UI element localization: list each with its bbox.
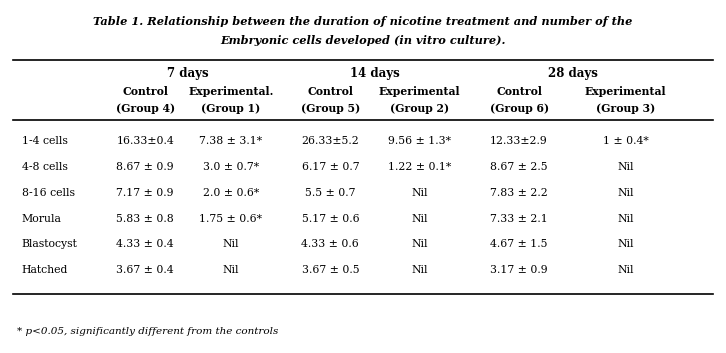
Text: (Group 3): (Group 3)	[596, 103, 656, 114]
Text: 7.33 ± 2.1: 7.33 ± 2.1	[490, 214, 548, 223]
Text: (Group 4): (Group 4)	[115, 103, 175, 114]
Text: 7.17 ± 0.9: 7.17 ± 0.9	[116, 188, 174, 198]
Text: 14 days: 14 days	[350, 67, 400, 79]
Text: 6.17 ± 0.7: 6.17 ± 0.7	[301, 162, 359, 172]
Text: 3.17 ± 0.9: 3.17 ± 0.9	[490, 265, 548, 275]
Text: Experimental: Experimental	[585, 86, 666, 97]
Text: 5.5 ± 0.7: 5.5 ± 0.7	[305, 188, 356, 198]
Text: 8.67 ± 2.5: 8.67 ± 2.5	[490, 162, 548, 172]
Text: 28 days: 28 days	[547, 67, 597, 79]
Text: 26.33±5.2: 26.33±5.2	[301, 136, 359, 146]
Text: 4-8 cells: 4-8 cells	[22, 162, 68, 172]
Text: Morula: Morula	[22, 214, 62, 223]
Text: 9.56 ± 1.3*: 9.56 ± 1.3*	[388, 136, 451, 146]
Text: 1-4 cells: 1-4 cells	[22, 136, 68, 146]
Text: 7.83 ± 2.2: 7.83 ± 2.2	[490, 188, 548, 198]
Text: 1.22 ± 0.1*: 1.22 ± 0.1*	[388, 162, 452, 172]
Text: Blastocyst: Blastocyst	[22, 239, 78, 249]
Text: Experimental: Experimental	[379, 86, 460, 97]
Text: Nil: Nil	[223, 265, 239, 275]
Text: 7.38 ± 3.1*: 7.38 ± 3.1*	[200, 136, 262, 146]
Text: Table 1. Relationship between the duration of nicotine treatment and number of t: Table 1. Relationship between the durati…	[94, 16, 632, 27]
Text: 7 days: 7 days	[167, 67, 209, 79]
Text: Nil: Nil	[412, 188, 428, 198]
Text: Control: Control	[307, 86, 354, 97]
Text: 8-16 cells: 8-16 cells	[22, 188, 75, 198]
Text: Nil: Nil	[223, 239, 239, 249]
Text: Embryonic cells developed (in vitro culture).: Embryonic cells developed (in vitro cult…	[220, 35, 506, 46]
Text: 3.0 ± 0.7*: 3.0 ± 0.7*	[203, 162, 259, 172]
Text: Hatched: Hatched	[22, 265, 68, 275]
Text: Control: Control	[122, 86, 168, 97]
Text: 5.17 ± 0.6: 5.17 ± 0.6	[301, 214, 359, 223]
Text: Nil: Nil	[412, 265, 428, 275]
Text: Nil: Nil	[618, 239, 634, 249]
Text: Nil: Nil	[412, 214, 428, 223]
Text: (Group 6): (Group 6)	[489, 103, 549, 114]
Text: Nil: Nil	[618, 214, 634, 223]
Text: (Group 5): (Group 5)	[301, 103, 360, 114]
Text: 16.33±0.4: 16.33±0.4	[116, 136, 174, 146]
Text: Nil: Nil	[412, 239, 428, 249]
Text: 1.75 ± 0.6*: 1.75 ± 0.6*	[200, 214, 262, 223]
Text: 3.67 ± 0.4: 3.67 ± 0.4	[116, 265, 174, 275]
Text: Nil: Nil	[618, 188, 634, 198]
Text: (Group 2): (Group 2)	[390, 103, 449, 114]
Text: 4.67 ± 1.5: 4.67 ± 1.5	[490, 239, 548, 249]
Text: * p<0.05, significantly different from the controls: * p<0.05, significantly different from t…	[17, 327, 278, 336]
Text: 5.83 ± 0.8: 5.83 ± 0.8	[116, 214, 174, 223]
Text: Experimental.: Experimental.	[188, 86, 274, 97]
Text: 2.0 ± 0.6*: 2.0 ± 0.6*	[203, 188, 259, 198]
Text: Nil: Nil	[618, 162, 634, 172]
Text: 8.67 ± 0.9: 8.67 ± 0.9	[116, 162, 174, 172]
Text: 4.33 ± 0.4: 4.33 ± 0.4	[116, 239, 174, 249]
Text: Control: Control	[496, 86, 542, 97]
Text: 1 ± 0.4*: 1 ± 0.4*	[603, 136, 649, 146]
Text: 3.67 ± 0.5: 3.67 ± 0.5	[301, 265, 359, 275]
Text: 4.33 ± 0.6: 4.33 ± 0.6	[301, 239, 359, 249]
Text: (Group 1): (Group 1)	[201, 103, 261, 114]
Text: 12.33±2.9: 12.33±2.9	[490, 136, 548, 146]
Text: Nil: Nil	[618, 265, 634, 275]
